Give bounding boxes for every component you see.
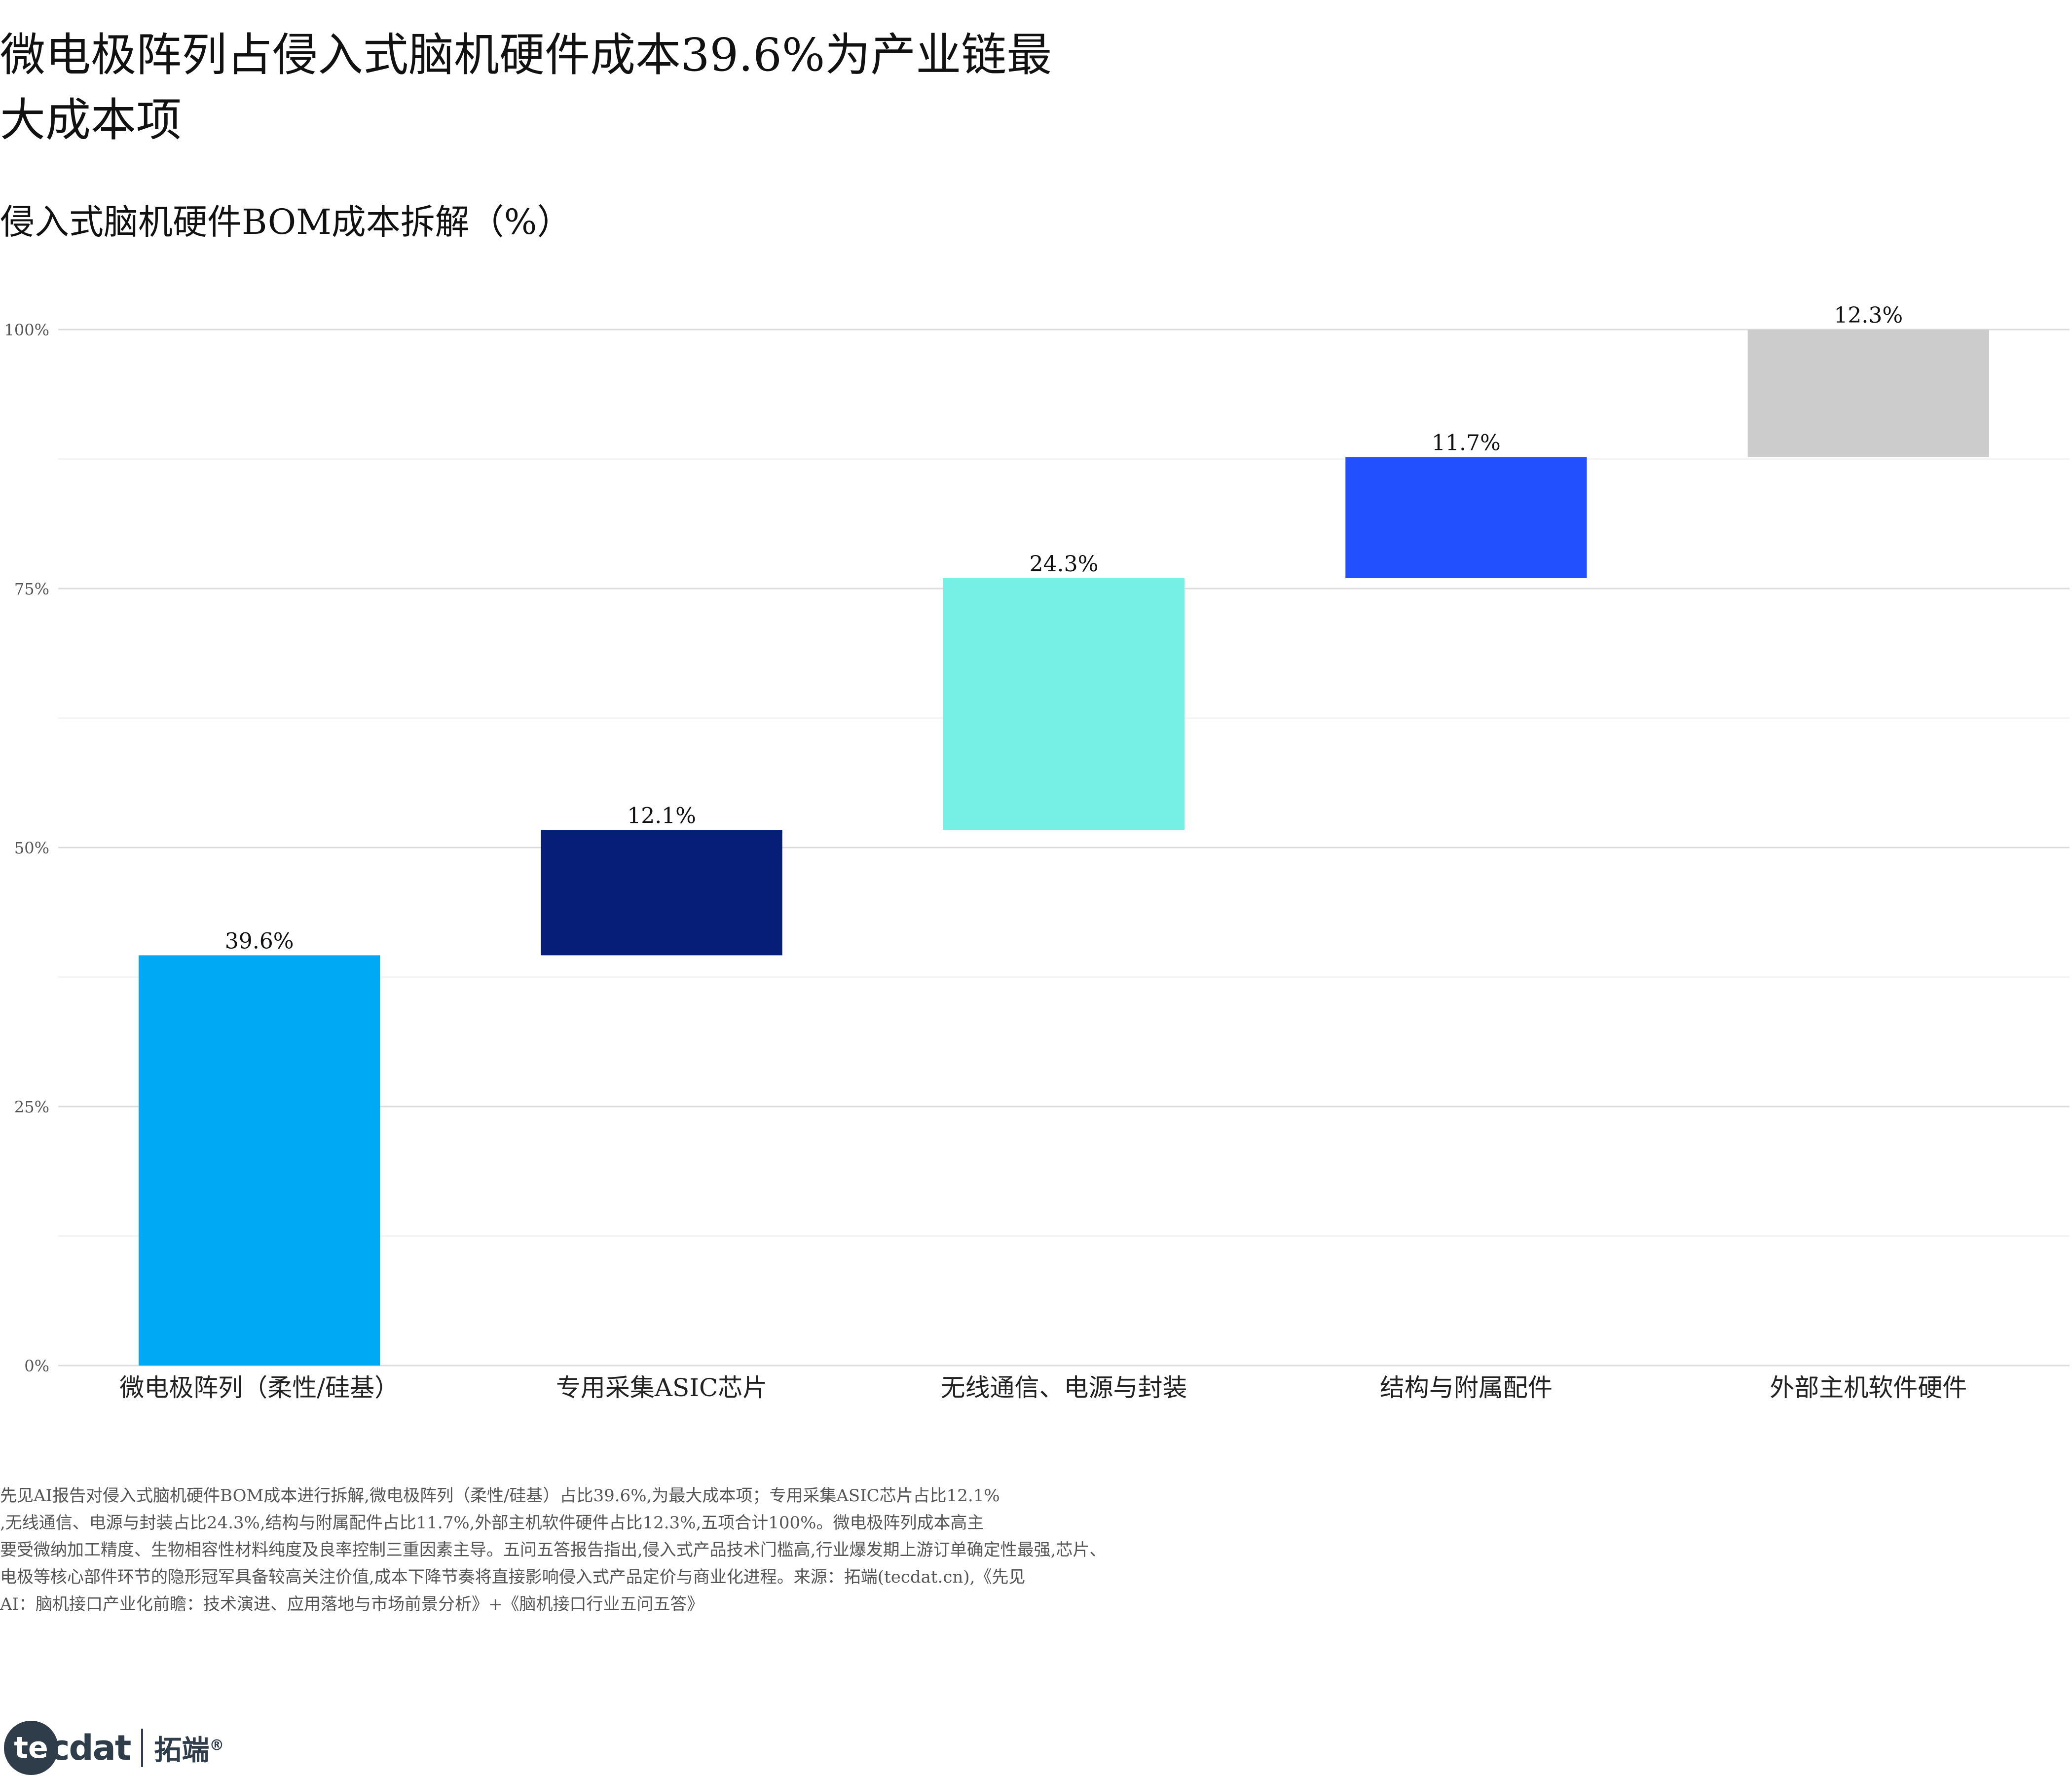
data-label: 39.6% xyxy=(225,928,294,954)
bar xyxy=(1747,330,1989,457)
bar xyxy=(1345,457,1587,578)
tecdat-logo: te cdat 拓端® xyxy=(4,1721,224,1775)
y-tick-label: 50% xyxy=(14,839,49,857)
data-label: 24.3% xyxy=(1030,552,1099,577)
bar xyxy=(943,578,1185,830)
footnote-line: AI：脑机接口产业化前瞻：技术演进、应用落地与市场前景分析》+《脑机接口行业五问… xyxy=(0,1594,704,1614)
chart-title: 微电极阵列占侵入式脑机硬件成本39.6%为产业链最 大成本项 xyxy=(0,23,1085,153)
x-tick-label: 结构与附属配件 xyxy=(1380,1373,1553,1402)
chart-title-line-1: 微电极阵列占侵入式脑机硬件成本39.6%为产业链最 xyxy=(0,29,1052,81)
data-label: 12.3% xyxy=(1834,303,1903,328)
y-tick-label: 25% xyxy=(14,1098,49,1116)
y-tick-label: 100% xyxy=(4,321,49,339)
footnote-line: 要受微纳加工精度、生物相容性材料纯度及良率控制三重因素主导。五问五答报告指出,侵… xyxy=(0,1540,1107,1560)
registered-mark: ® xyxy=(209,1736,224,1754)
chart-subtitle: 侵入式脑机硬件BOM成本拆解（%） xyxy=(0,202,572,242)
x-tick-label: 外部主机软件硬件 xyxy=(1770,1373,1967,1402)
footnote-line: 先见AI报告对侵入式脑机硬件BOM成本进行拆解,微电极阵列（柔性/硅基）占比39… xyxy=(0,1486,1000,1506)
waterfall-chart: 39.6% 12.1% 24.3% 11.7% 12.3% 0% 25% 50% 75% 100… xyxy=(4,303,2070,1402)
x-tick-label: 微电极阵列（柔性/硅基） xyxy=(119,1373,399,1402)
y-tick-label: 0% xyxy=(24,1357,49,1375)
data-label: 12.1% xyxy=(627,803,696,828)
bar-layer xyxy=(139,330,1989,1366)
y-tick-label: 75% xyxy=(14,580,49,598)
logo-wordmark: cdat xyxy=(49,1728,131,1768)
label-layer: 39.6% 12.1% 24.3% 11.7% 12.3% xyxy=(225,303,1903,954)
chart-title-line-2: 大成本项 xyxy=(0,94,182,147)
logo-mark: te xyxy=(4,1721,58,1775)
x-tick-label: 专用采集ASIC芯片 xyxy=(556,1373,767,1402)
logo-chinese-name: 拓端® xyxy=(154,1728,224,1768)
footnote: 先见AI报告对侵入式脑机硬件BOM成本进行拆解,微电极阵列（柔性/硅基）占比39… xyxy=(0,1482,1243,1618)
x-tick-label: 无线通信、电源与封装 xyxy=(941,1373,1187,1402)
logo-divider xyxy=(141,1729,144,1767)
bar xyxy=(541,830,782,956)
axis-layer: 0% 25% 50% 75% 100% 微电极阵列（柔性/硅基） 专用采集ASIC芯片 无线通… xyxy=(4,321,1967,1402)
logo-cn-text: 拓端 xyxy=(154,1734,210,1767)
footnote-line: ,无线通信、电源与封装占比24.3%,结构与附属配件占比11.7%,外部主机软件… xyxy=(0,1513,984,1533)
footnote-line: 电极等核心部件环节的隐形冠军具备较高关注价值,成本下降节奏将直接影响侵入式产品定… xyxy=(0,1567,1026,1587)
bar xyxy=(139,955,380,1366)
data-label: 11.7% xyxy=(1432,430,1501,455)
